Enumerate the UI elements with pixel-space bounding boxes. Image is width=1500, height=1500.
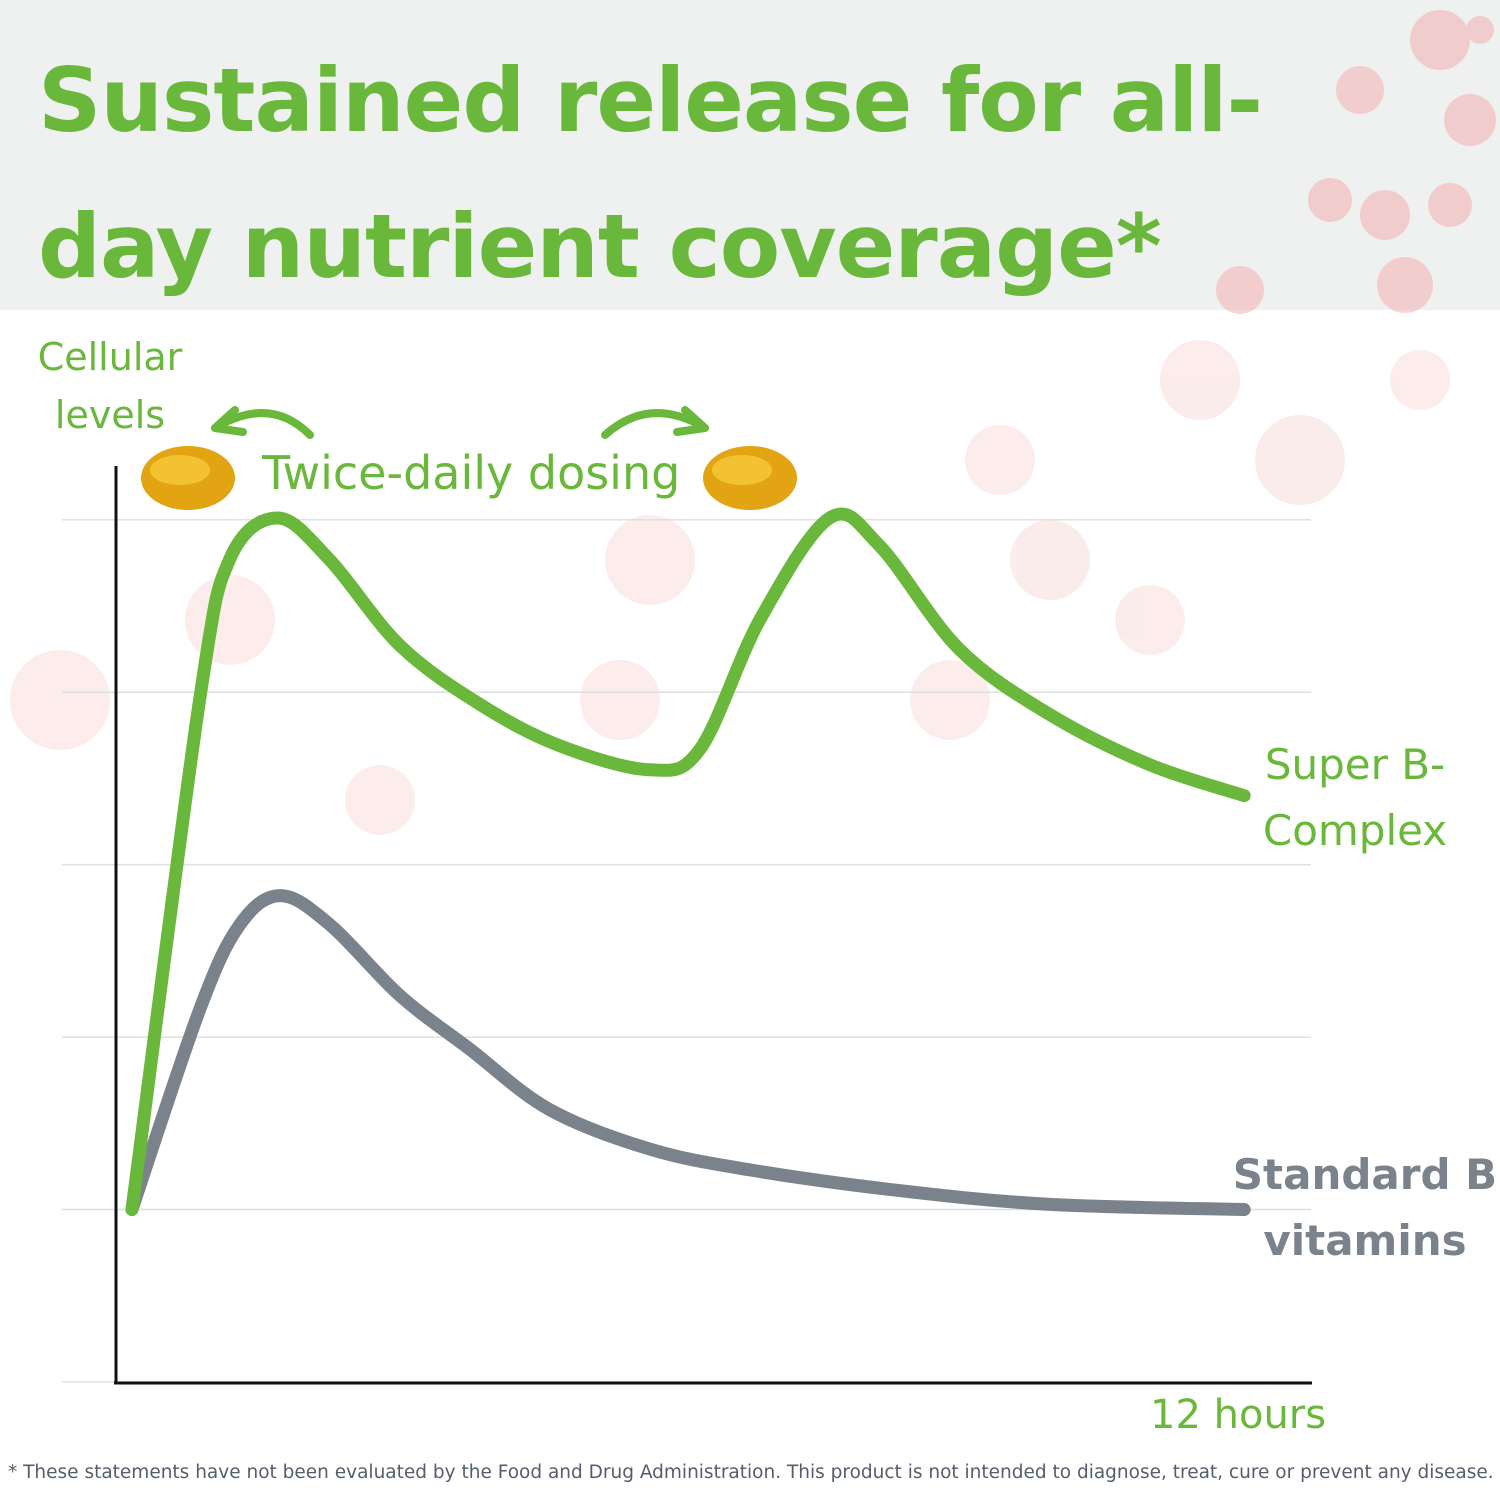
series-line xyxy=(125,889,1251,1217)
y-axis-label: Cellular levels xyxy=(37,335,183,437)
footnote: * These statements have not been evaluat… xyxy=(8,1462,1494,1483)
background-cells xyxy=(1216,10,1496,314)
title-band xyxy=(0,0,1500,310)
series-label: Super B-Complex xyxy=(1262,740,1448,855)
dosing-arrows xyxy=(211,406,709,439)
capsules xyxy=(141,446,797,510)
background-cells-faded xyxy=(10,340,1450,835)
series-line xyxy=(125,507,1251,1217)
chart-title: Sustained release for all-day nutrient c… xyxy=(38,49,1263,298)
grid xyxy=(62,518,1311,1383)
annotation: Twice-daily dosing xyxy=(262,446,681,500)
plot xyxy=(125,507,1251,1217)
series-label: Standard B vitamins xyxy=(1232,1150,1498,1265)
x-axis-label: 12 hours xyxy=(1150,1392,1327,1438)
